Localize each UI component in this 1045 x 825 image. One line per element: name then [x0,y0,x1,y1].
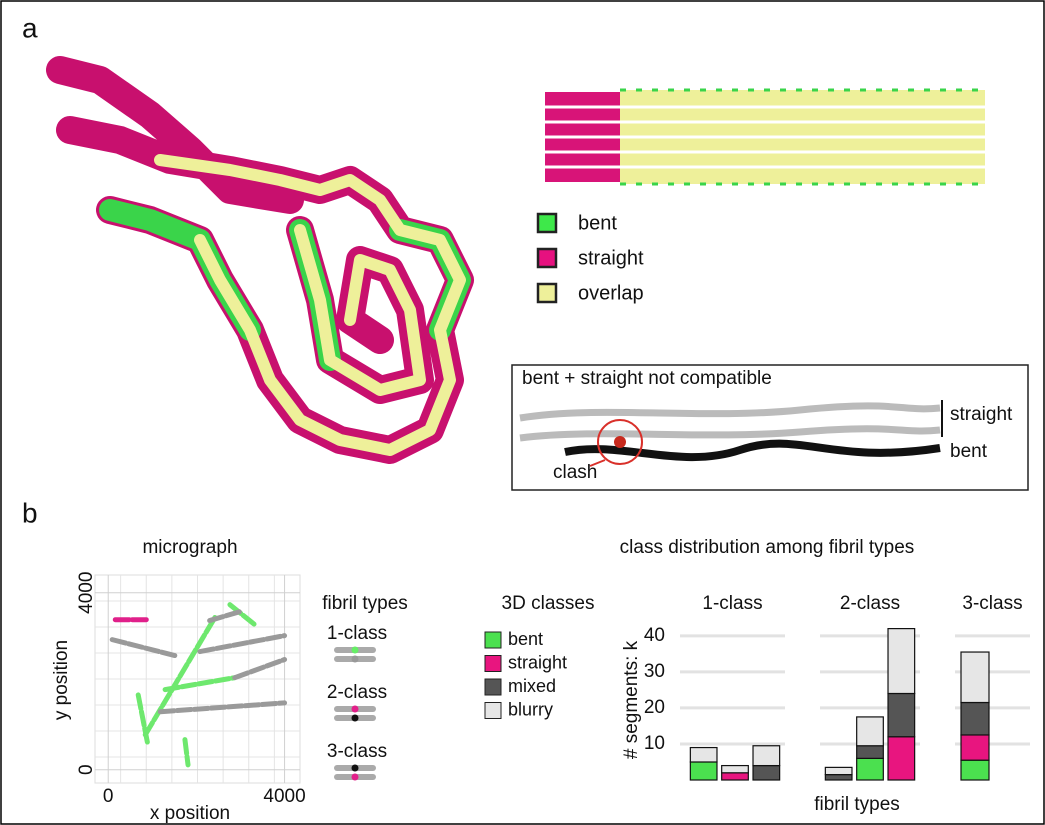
legend-icon [352,774,359,781]
panel-title: 2-class [840,593,900,614]
inset-title: bent + straight not compatible [522,368,772,389]
inset-label: straight [950,404,1013,425]
legend-icon [352,765,359,772]
panel-title: 1-class [702,593,762,614]
bar-segment [825,775,852,780]
legend-label: overlap [578,282,644,304]
legend-swatch [538,214,556,232]
bar-segment [857,717,884,746]
bar-segment [825,767,852,774]
bar-segment [753,746,780,766]
chart-title: class distribution among fibril types [620,537,915,558]
x-tick-label: 4000 [263,786,305,807]
legend-swatch [485,703,501,719]
bar-segment [690,762,717,780]
bar-segment [961,760,989,780]
bar-segment [961,703,989,735]
legend-swatch [485,656,501,672]
y-tick-label: 30 [644,661,665,682]
legend-swatch [538,284,556,302]
panel-title: 3-class [962,593,1022,614]
bar-segment [888,629,915,694]
chart-title: micrograph [142,537,237,558]
legend-label: straight [578,247,644,269]
bar-segment [722,766,749,773]
legend-title: 3D classes [502,593,595,614]
inset-label: clash [553,462,597,483]
legend-label: straight [508,652,567,672]
bar-segment [690,748,717,762]
y-axis-label: y position [51,640,72,720]
legend-label: blurry [508,699,553,719]
x-axis-label: x position [150,803,230,824]
bar-segment [722,773,749,780]
legend-label: 1-class [327,623,387,644]
bar-segment [888,693,915,736]
panel-label: a [22,12,38,43]
panel-label: b [22,497,38,528]
bar-segment [888,737,915,780]
bar-segment [857,758,884,780]
density-map [60,70,460,450]
y-axis-label: # segments: k [621,640,642,759]
x-tick-label: 0 [103,786,114,807]
legend-icon [352,715,359,722]
legend-icon [352,656,359,663]
legend-swatch [485,679,501,695]
legend-label: mixed [508,676,556,696]
y-tick-label: 10 [644,733,665,754]
inset-label: bent [950,441,988,462]
legend-title: fibril types [322,593,408,614]
bar-segment [753,766,780,780]
legend-icon [352,706,359,713]
legend-swatch [538,249,556,267]
fibril-segment [185,740,188,765]
bar-segment [961,735,989,760]
bar-segment [961,652,989,702]
legend-label: bent [578,212,617,234]
figure: bent + straight not compatible straight … [0,0,1045,825]
legend-swatch [485,632,501,648]
legend-label: bent [508,629,543,649]
legend-label: 2-class [327,682,387,703]
x-axis-label: fibril types [814,794,900,815]
y-tick-label: 4000 [76,572,97,614]
y-tick-label: 20 [644,697,665,718]
legend-icon [352,647,359,654]
y-tick-label: 40 [644,625,665,646]
legend-label: 3-class [327,741,387,762]
density-stack [545,90,985,184]
y-tick-label: 0 [76,764,97,775]
bar-segment [857,746,884,759]
